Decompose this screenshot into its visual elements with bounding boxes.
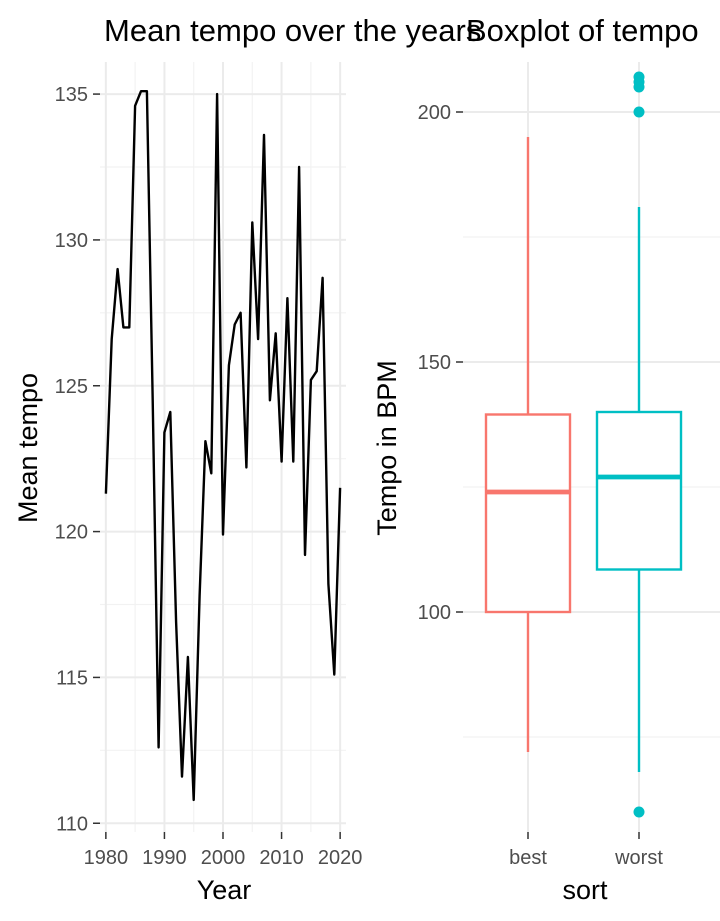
boxplot-box-best [484,137,572,752]
boxplot-boxes [484,71,683,818]
line-chart-ticks: 1980 1990 2000 2010 2020 110 115 120 125 130 135 [55,84,363,869]
boxplot-x-axis-title: sort [562,875,608,905]
boxplot-y-tick-label: 150 [418,352,451,374]
line-chart-x-tick-label: 2000 [201,847,246,869]
boxplot-box-worst [595,71,683,818]
line-chart-y-tick-label: 120 [55,522,88,544]
boxplot-x-tick-label: best [509,847,547,869]
boxplot-title: Boxplot of tempo [466,13,699,48]
boxplot-outlier-point [633,106,645,118]
boxplot-y-tick-label: 200 [418,102,451,124]
line-chart-x-tick-label: 1990 [142,847,187,869]
line-chart-series-line [104,89,342,802]
line-chart-y-axis-title: Mean tempo [13,373,43,523]
line-chart-panel: 1980 1990 2000 2010 2020 110 115 120 125 130 135 M… [13,13,481,905]
boxplot-y-tick-label: 100 [418,602,451,624]
boxplot-outlier-point [633,71,645,83]
line-chart-y-tick-label: 130 [55,230,88,252]
line-chart-series [104,89,342,802]
line-chart-x-axis-title: Year [197,875,252,905]
line-chart-y-tick-label: 135 [55,84,88,106]
boxplot-outlier-point [633,806,645,818]
line-chart-y-tick-label: 110 [56,813,88,835]
boxplot-ticks: 100 150 200 best worst [418,102,664,869]
line-chart-y-tick-label: 115 [56,667,88,689]
line-chart-x-tick-label: 2010 [259,847,304,869]
boxplot-iqr-box [595,410,683,571]
line-chart-x-tick-label: 1980 [84,847,129,869]
boxplot-panel: 100 150 200 best worst Boxplot of tempo sort… [372,13,720,905]
line-chart-x-tick-label: 2020 [318,847,363,869]
boxplot-x-tick-label: worst [614,847,663,869]
line-chart-y-tick-label: 125 [55,376,88,398]
boxplot-iqr-box [484,413,572,614]
boxplot-y-axis-title: Tempo in BPM [372,360,402,536]
line-chart-title: Mean tempo over the years [104,13,481,48]
